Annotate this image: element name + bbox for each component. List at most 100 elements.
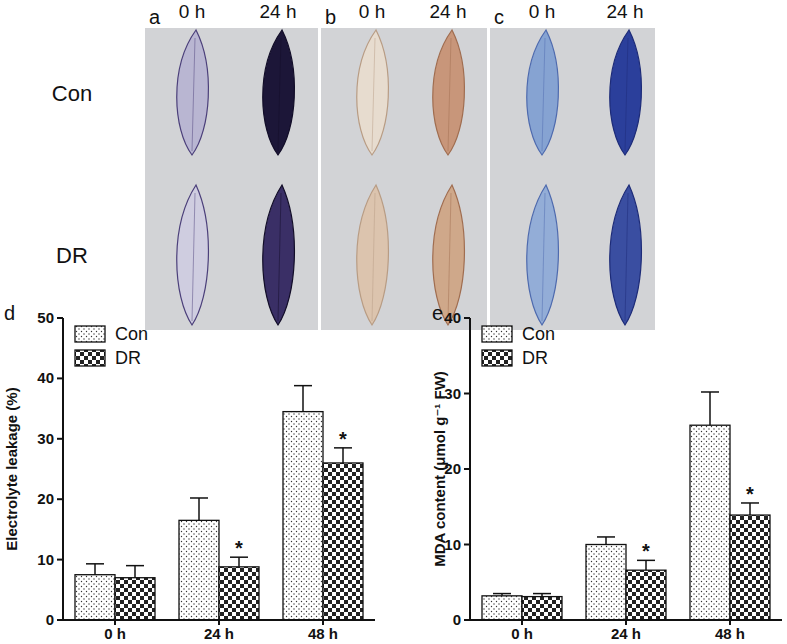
figure: a0 h24 hb0 h24 hc0 h24 hConDR**010203040… xyxy=(0,0,787,644)
error-cap xyxy=(533,593,551,595)
significance: * xyxy=(339,428,347,450)
error-stem xyxy=(302,386,304,412)
photo-background xyxy=(490,28,655,330)
bar xyxy=(482,596,522,620)
y-tick xyxy=(464,544,470,546)
bar xyxy=(522,597,562,620)
error-bar xyxy=(86,564,104,575)
leaf-vein xyxy=(625,38,628,151)
leaf-vein xyxy=(278,193,281,321)
y-tick-label: 30 xyxy=(37,430,54,447)
leaf-vein xyxy=(278,38,281,151)
bar xyxy=(283,412,323,620)
y-tick-label: 0 xyxy=(453,611,461,628)
legend-label: Con xyxy=(115,324,148,344)
y-tick-label: 0 xyxy=(46,611,54,628)
legend-swatch xyxy=(482,326,512,342)
legend-swatch xyxy=(75,350,105,366)
error-stem xyxy=(94,564,96,575)
x-tick-label: 48 h xyxy=(308,625,338,642)
leaf-vein xyxy=(625,193,628,321)
y-tick xyxy=(57,377,63,379)
error-stem xyxy=(198,498,200,520)
panel-label: a xyxy=(149,6,161,28)
bar xyxy=(690,425,730,620)
column-label: 0 h xyxy=(529,1,555,22)
legend: ConDR xyxy=(75,324,148,368)
y-tick xyxy=(464,393,470,395)
panel-label: d xyxy=(4,302,15,324)
error-stem xyxy=(605,537,607,545)
leaf-vein xyxy=(542,193,545,321)
error-cap xyxy=(190,497,208,499)
y-axis-label: MDA content (μmol g⁻¹ FW) xyxy=(431,371,448,567)
y-tick xyxy=(464,468,470,470)
y-tick-label: 40 xyxy=(444,309,461,326)
y-tick-label: 40 xyxy=(37,369,54,386)
bar xyxy=(179,520,219,620)
y-axis-label: Electrolyte leakage (%) xyxy=(3,387,20,550)
y-tick xyxy=(57,317,63,319)
y-axis xyxy=(62,318,64,620)
error-bar xyxy=(701,392,719,425)
y-tick-label: 20 xyxy=(37,490,54,507)
leaf xyxy=(527,30,559,155)
y-tick xyxy=(464,619,470,621)
bar xyxy=(626,570,666,620)
bar xyxy=(323,463,363,620)
legend-swatch xyxy=(482,350,512,366)
bar xyxy=(586,545,626,621)
plot-area xyxy=(482,392,770,620)
leaf-vein xyxy=(372,38,375,151)
leaf xyxy=(263,185,295,325)
leaf xyxy=(433,30,465,155)
column-label: 0 h xyxy=(359,1,385,22)
plot-area xyxy=(75,386,363,620)
error-cap xyxy=(493,593,511,595)
leaf xyxy=(610,185,642,325)
legend-label: DR xyxy=(522,348,548,368)
y-tick xyxy=(57,438,63,440)
chart: **0102030400 h24 h48 hMDA content (μmol … xyxy=(431,302,782,642)
x-tick-label: 0 h xyxy=(104,625,126,642)
error-bar xyxy=(294,386,312,412)
error-cap xyxy=(597,536,615,538)
leaf xyxy=(177,185,209,325)
leaf xyxy=(610,30,642,155)
x-tick-label: 0 h xyxy=(511,625,533,642)
column-label: 24 h xyxy=(430,1,467,22)
chart: **010203040500 h24 h48 hElectrolyte leak… xyxy=(3,302,375,642)
leaf xyxy=(177,30,209,155)
photo-background xyxy=(321,28,487,330)
error-cap xyxy=(701,391,719,393)
error-stem xyxy=(709,392,711,425)
error-cap xyxy=(86,563,104,565)
error-bar xyxy=(597,537,615,545)
leaf-vein xyxy=(448,38,451,151)
row-label: Con xyxy=(52,81,92,106)
leaf-vein xyxy=(372,193,375,321)
legend-label: Con xyxy=(522,324,555,344)
column-label: 24 h xyxy=(607,1,644,22)
leaf-vein xyxy=(192,193,195,321)
leaf-vein xyxy=(542,38,545,151)
significance: * xyxy=(642,540,650,562)
x-tick-label: 24 h xyxy=(611,625,641,642)
y-tick xyxy=(464,317,470,319)
legend-swatch xyxy=(75,326,105,342)
bar xyxy=(115,578,155,620)
leaf-vein xyxy=(448,193,451,321)
column-label: 0 h xyxy=(179,1,205,22)
legend: Con DR xyxy=(482,324,555,368)
y-tick xyxy=(57,619,63,621)
panel-label: b xyxy=(325,6,336,28)
error-bar xyxy=(190,498,208,520)
x-tick-label: 24 h xyxy=(204,625,234,642)
y-tick xyxy=(57,498,63,500)
column-label: 24 h xyxy=(260,1,297,22)
y-tick-label: 10 xyxy=(37,551,54,568)
error-cap xyxy=(126,565,144,567)
error-bar xyxy=(533,594,551,597)
bar xyxy=(75,575,115,620)
row-label: DR xyxy=(56,243,88,268)
